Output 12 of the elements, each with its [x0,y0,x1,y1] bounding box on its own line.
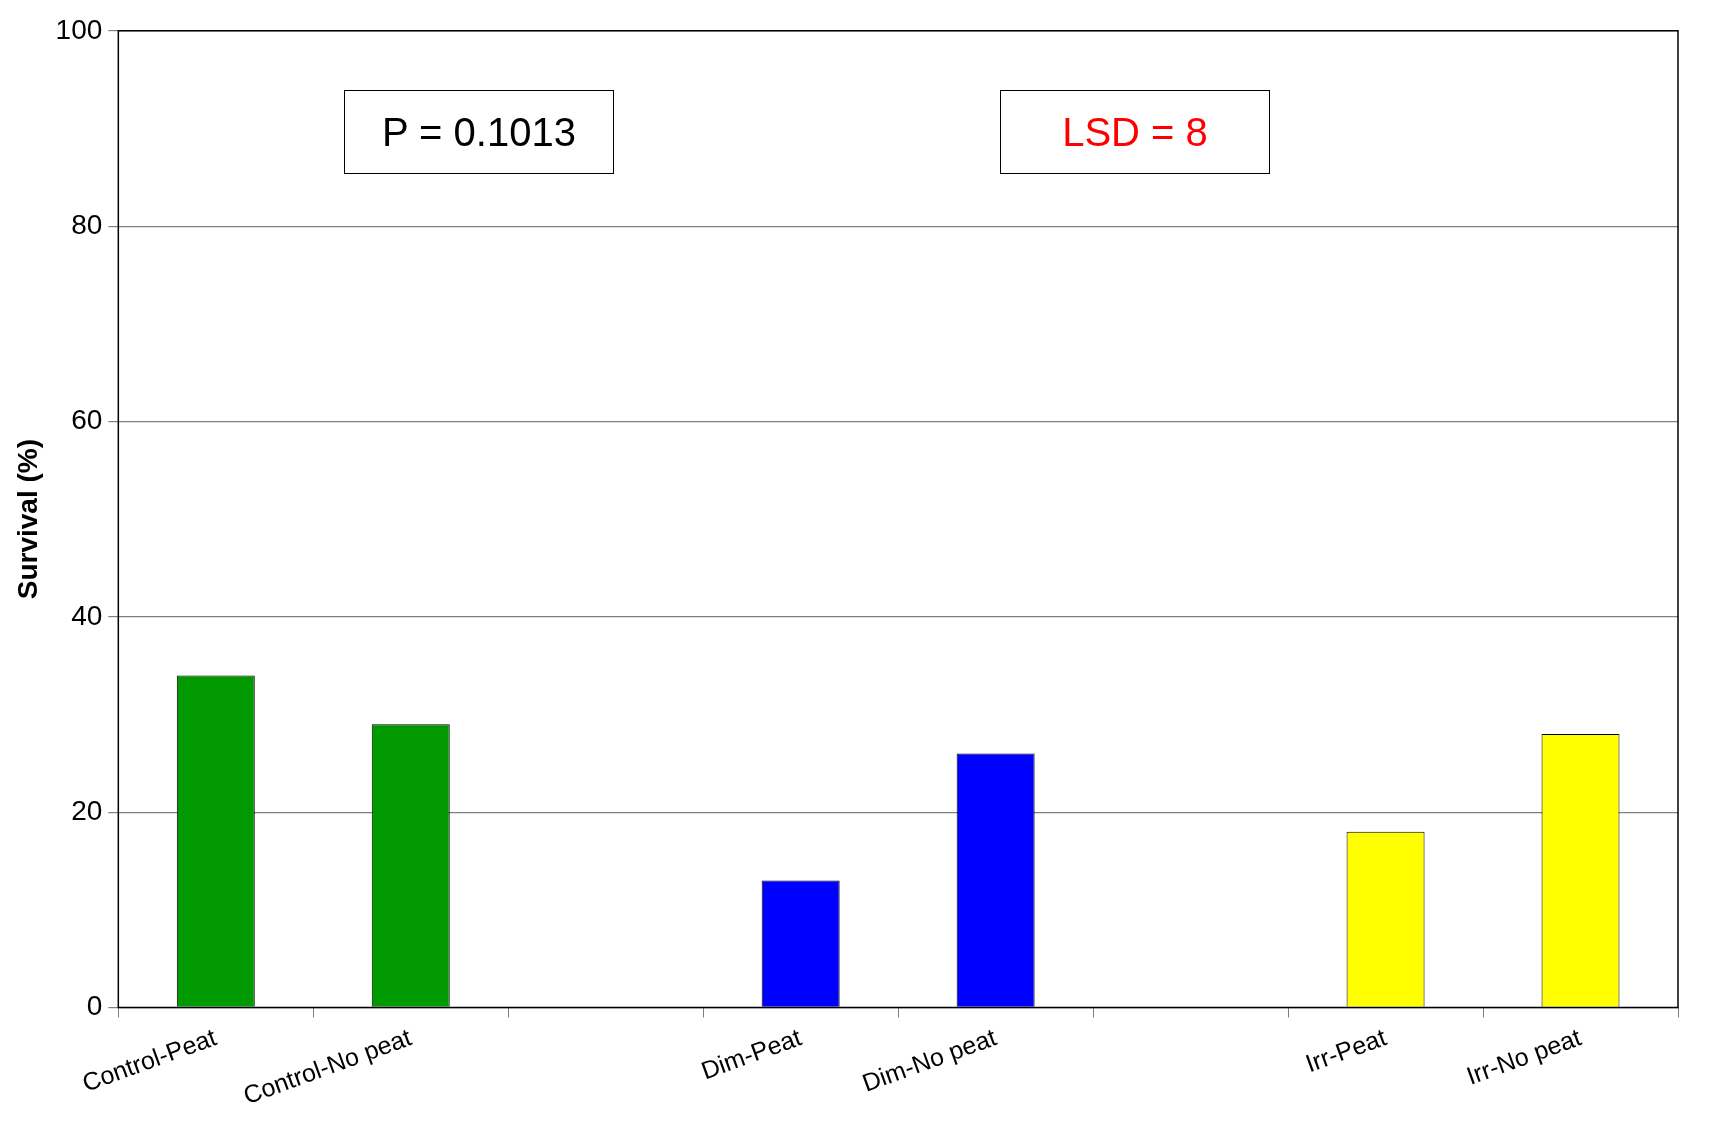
x-tick-label: Irr-Peat [1301,1022,1390,1078]
y-tick-label: 60 [71,404,103,436]
x-tick-label: Dim-No peat [858,1022,1000,1097]
y-tick-label: 80 [71,208,103,240]
y-tick-label: 20 [71,794,103,826]
y-tick-label: 40 [71,599,103,631]
x-tick-label: Irr-No peat [1462,1022,1585,1090]
annotation: LSD = 8 [1000,90,1270,174]
y-axis-title: Survival (%) [11,438,43,600]
y-tick-label: 0 [86,990,103,1022]
y-tick-label: 100 [55,13,103,45]
annotation: P = 0.1013 [344,90,614,174]
